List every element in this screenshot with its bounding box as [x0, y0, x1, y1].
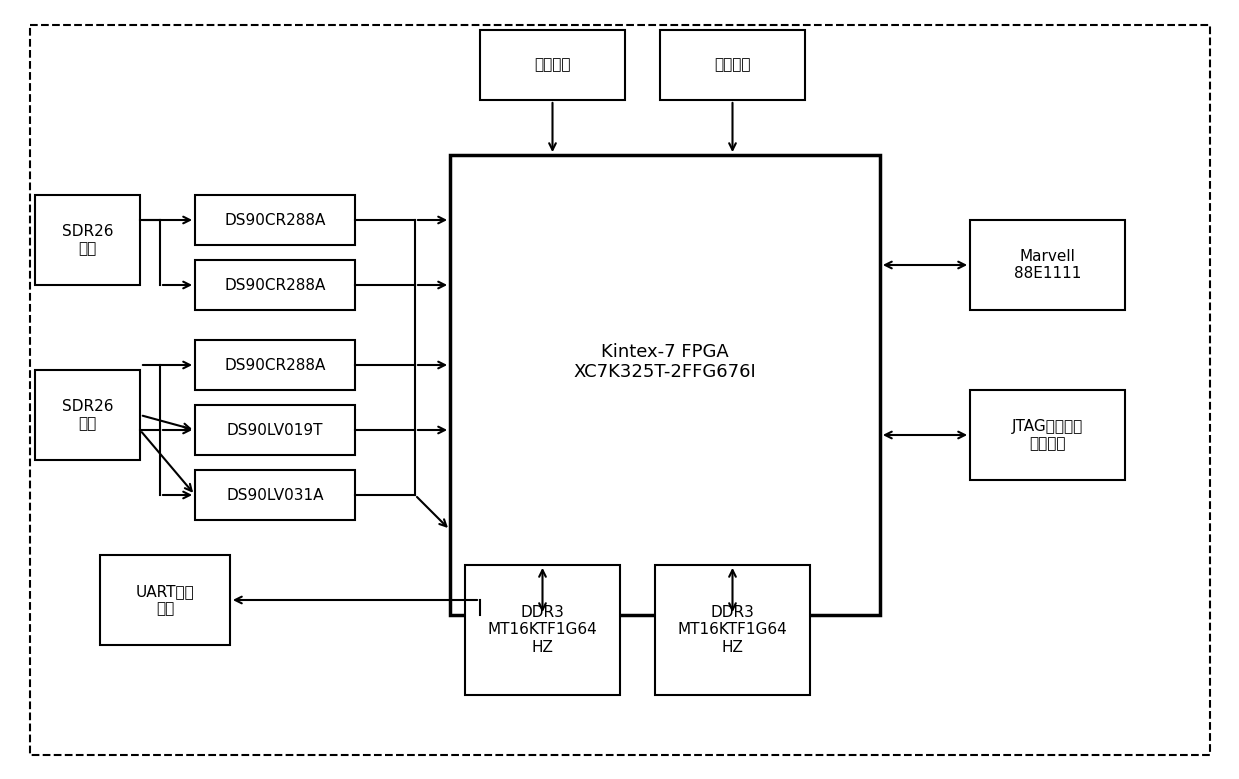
- Bar: [35, 370, 140, 460]
- Text: JTAG程序下载
调试电路: JTAG程序下载 调试电路: [1012, 419, 1083, 451]
- Text: DS90CR288A: DS90CR288A: [224, 277, 326, 292]
- Text: DDR3
MT16KTF1G64
HZ: DDR3 MT16KTF1G64 HZ: [678, 605, 787, 655]
- Bar: [35, 195, 140, 285]
- Text: 电源电路: 电源电路: [714, 58, 751, 72]
- Bar: [195, 260, 356, 310]
- Bar: [970, 220, 1125, 310]
- Text: DS90CR288A: DS90CR288A: [224, 358, 326, 372]
- Text: 时钟电路: 时钟电路: [534, 58, 571, 72]
- Text: DS90LV031A: DS90LV031A: [227, 488, 323, 502]
- Text: DS90CR288A: DS90CR288A: [224, 213, 326, 227]
- Bar: [465, 565, 620, 695]
- Bar: [655, 565, 810, 695]
- Bar: [970, 390, 1125, 480]
- Text: DS90LV019T: DS90LV019T: [227, 422, 323, 438]
- Bar: [660, 30, 805, 100]
- Bar: [195, 340, 356, 390]
- Text: Kintex-7 FPGA
XC7K325T-2FFG676I: Kintex-7 FPGA XC7K325T-2FFG676I: [574, 343, 756, 382]
- Bar: [100, 555, 230, 645]
- Bar: [195, 470, 356, 520]
- Text: UART串口
电路: UART串口 电路: [135, 583, 195, 616]
- Bar: [450, 155, 880, 615]
- Bar: [479, 30, 624, 100]
- Bar: [195, 405, 356, 455]
- Text: SDR26
接口: SDR26 接口: [62, 224, 113, 256]
- Text: DDR3
MT16KTF1G64
HZ: DDR3 MT16KTF1G64 HZ: [488, 605, 597, 655]
- Text: Marvell
88E1111: Marvell 88E1111: [1014, 249, 1082, 281]
- Text: SDR26
接口: SDR26 接口: [62, 399, 113, 432]
- Bar: [195, 195, 356, 245]
